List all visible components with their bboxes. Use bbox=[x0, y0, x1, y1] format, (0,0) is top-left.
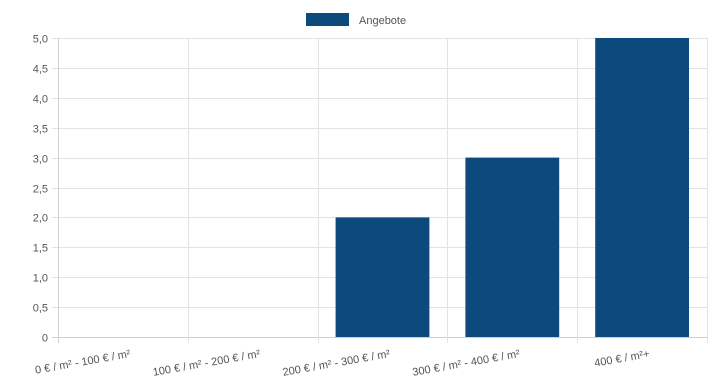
bar-layer bbox=[335, 38, 689, 337]
x-tick-label: 200 € / m² - 300 € / m² bbox=[282, 348, 392, 379]
y-tick-label: 0 bbox=[42, 333, 48, 345]
y-tick-label: 3,5 bbox=[33, 124, 48, 136]
y-tick-label: 4,0 bbox=[33, 94, 48, 106]
x-tick-label: 0 € / m² - 100 € / m² bbox=[34, 348, 132, 377]
legend[interactable]: Angebote bbox=[306, 13, 406, 27]
bar-2[interactable] bbox=[335, 217, 430, 337]
y-tick-label: 1,0 bbox=[33, 273, 48, 285]
y-tick-label: 0,5 bbox=[33, 303, 48, 315]
y-tick-label: 1,5 bbox=[33, 243, 48, 255]
y-tick-label: 5,0 bbox=[33, 34, 48, 46]
y-tick-label: 2,0 bbox=[33, 213, 48, 225]
x-tick-label: 400 € / m²+ bbox=[593, 348, 650, 370]
y-tick-label: 2,5 bbox=[33, 184, 48, 196]
y-axis-ticks: 0 0,5 1,0 1,5 2,0 2,5 3,0 3,5 4,0 4,5 5,0 bbox=[33, 34, 48, 345]
x-tick-label: 300 € / m² - 400 € / m² bbox=[412, 348, 522, 379]
legend-label[interactable]: Angebote bbox=[359, 15, 406, 27]
x-tick-label: 100 € / m² - 200 € / m² bbox=[152, 348, 262, 379]
x-axis-ticks: 0 € / m² - 100 € / m² 100 € / m² - 200 € … bbox=[34, 348, 650, 379]
legend-swatch[interactable] bbox=[306, 13, 349, 26]
y-tick-label: 3,0 bbox=[33, 154, 48, 166]
bar-3[interactable] bbox=[465, 157, 560, 337]
bar-4[interactable] bbox=[595, 38, 689, 337]
y-tick-label: 4,5 bbox=[33, 64, 48, 76]
